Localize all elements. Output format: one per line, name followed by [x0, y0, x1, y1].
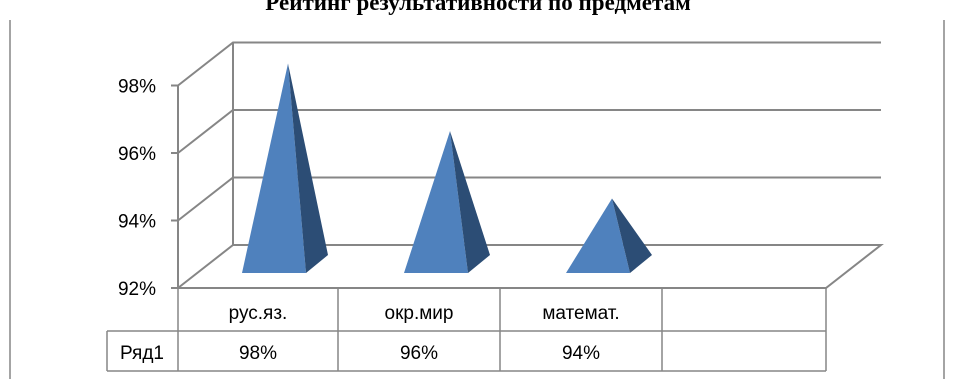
pyramid-side-2 [450, 131, 490, 273]
pyramid-side-3 [612, 198, 652, 273]
pyramid-front-2 [404, 131, 468, 273]
category-label: рус.яз. [229, 303, 288, 324]
pyramid-side-1 [288, 63, 328, 273]
data-table-value: 98% [239, 343, 277, 364]
y-tick-label: 94% [118, 212, 156, 233]
gridline [177, 41, 881, 87]
series-name: Ряд1 [120, 343, 164, 364]
y-tick-label: 98% [118, 77, 156, 98]
pyramid-front-1 [242, 63, 306, 273]
gridline [177, 176, 881, 222]
category-label: математ. [542, 303, 619, 324]
y-tick-label: 92% [118, 279, 156, 300]
floor-outline [177, 244, 884, 289]
chart-title: Рейтинг результативности по предметам [265, 0, 691, 15]
category-label: окр.мир [385, 303, 454, 324]
data-table-value: 96% [400, 343, 438, 364]
gridline [177, 109, 881, 154]
data-table-value: 94% [562, 343, 600, 364]
pyramid-front-3 [566, 198, 630, 273]
y-tick-label: 96% [118, 144, 156, 165]
